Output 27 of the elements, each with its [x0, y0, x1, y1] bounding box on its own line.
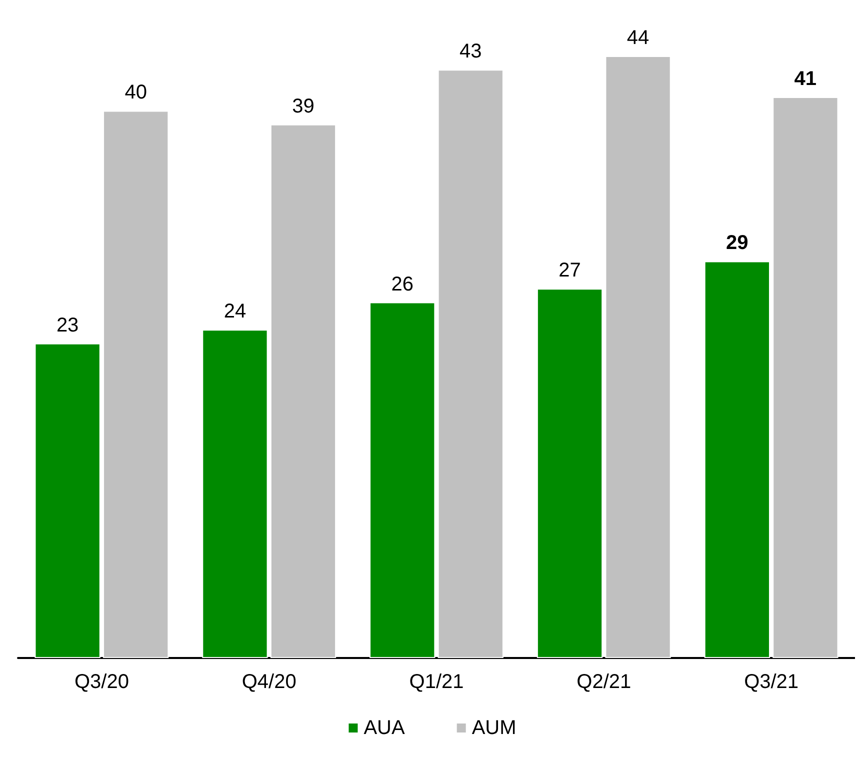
bar	[438, 70, 504, 658]
data-label: 29	[726, 232, 748, 254]
data-label: 43	[460, 40, 482, 63]
data-label: 27	[558, 260, 581, 282]
data-label: 44	[626, 27, 650, 49]
data-label: 23	[56, 314, 79, 336]
bar	[270, 124, 336, 658]
bar	[202, 330, 268, 658]
data-label: 26	[391, 273, 414, 296]
bar	[34, 343, 100, 658]
x-tick-label: Q3/20	[74, 671, 129, 693]
x-tick-label: Q3/21	[744, 671, 799, 693]
data-label: 41	[794, 68, 817, 90]
legend-label: AUA	[364, 717, 406, 739]
data-label: 39	[292, 95, 314, 118]
data-label: 40	[124, 82, 147, 104]
bar	[772, 97, 838, 658]
bar	[704, 261, 770, 658]
x-tick-label: Q1/21	[409, 671, 464, 693]
legend-label: AUM	[472, 717, 516, 739]
bar	[536, 288, 603, 658]
bar	[370, 302, 436, 658]
bar	[103, 110, 169, 658]
x-tick-label: Q2/21	[576, 671, 632, 693]
bar	[605, 56, 671, 658]
data-label: 24	[224, 300, 246, 323]
x-tick-label: Q4/20	[242, 671, 296, 693]
